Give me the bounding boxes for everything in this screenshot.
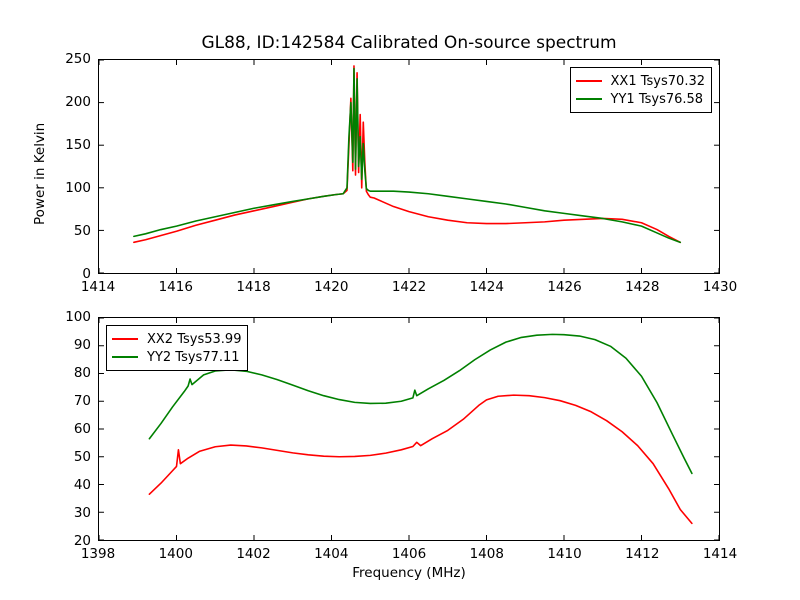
legend-color-swatch-red	[112, 338, 138, 340]
top-panel-axes: XX1 Tsys70.32 YY1 Tsys76.58	[98, 59, 720, 274]
bottom-x-tick-label: 1398	[80, 546, 116, 562]
legend-entry: XX2 Tsys53.99	[112, 330, 241, 348]
top-x-tick-label: 1414	[80, 279, 116, 295]
bottom-x-tick-label: 1404	[314, 546, 349, 562]
data-series-line	[148, 394, 693, 525]
bottom-y-tick-label: 60	[73, 421, 91, 437]
top-panel-legend: XX1 Tsys70.32 YY1 Tsys76.58	[569, 67, 712, 113]
top-y-tick-label: 200	[65, 94, 91, 110]
top-panel-plot-area	[99, 60, 719, 273]
bottom-y-tick-label: 90	[73, 337, 91, 353]
data-series-line	[148, 333, 693, 475]
bottom-y-tick-label: 70	[73, 393, 91, 409]
bottom-y-tick-label: 30	[73, 505, 91, 521]
legend-label: YY1 Tsys76.58	[610, 91, 704, 107]
top-x-tick-label: 1428	[625, 279, 660, 295]
bottom-x-tick-label: 1408	[469, 546, 504, 562]
bottom-x-tick-label: 1402	[236, 546, 271, 562]
legend-entry: YY2 Tsys77.11	[112, 348, 241, 366]
top-panel-y-axis-label: Power in Kelvin	[32, 122, 48, 225]
top-y-tick-label: 0	[82, 266, 91, 282]
figure-title: GL88, ID:142584 Calibrated On-source spe…	[201, 33, 617, 53]
bottom-x-tick-label: 1412	[625, 546, 660, 562]
bottom-x-tick-label: 1406	[391, 546, 427, 562]
legend-label: XX2 Tsys53.99	[147, 331, 242, 347]
bottom-panel-x-axis-label: Frequency (MHz)	[352, 565, 466, 581]
top-y-tick-label: 250	[65, 51, 91, 67]
top-x-tick-label: 1420	[314, 279, 349, 295]
bottom-panel-axes: XX2 Tsys53.99 YY2 Tsys77.11	[98, 317, 720, 541]
legend-color-swatch-green	[575, 98, 602, 100]
top-y-tick-label: 50	[73, 223, 91, 239]
bottom-y-tick-label: 20	[73, 533, 91, 549]
bottom-y-tick-label: 80	[73, 365, 91, 381]
top-x-tick-label: 1416	[158, 279, 193, 295]
data-series-line	[133, 67, 682, 244]
bottom-y-tick-label: 40	[73, 477, 91, 493]
bottom-panel-plot-area	[99, 318, 719, 540]
legend-entry: YY1 Tsys76.58	[575, 90, 705, 108]
legend-entry: XX1 Tsys70.32	[575, 72, 705, 90]
bottom-y-tick-label: 50	[73, 449, 91, 465]
top-y-tick-label: 100	[65, 180, 91, 196]
bottom-x-tick-label: 1414	[702, 546, 738, 562]
top-x-tick-label: 1426	[547, 279, 582, 295]
legend-label: YY2 Tsys77.11	[147, 349, 240, 365]
legend-color-swatch-green	[112, 356, 138, 358]
bottom-y-tick-label: 100	[65, 309, 91, 325]
top-x-tick-label: 1422	[391, 279, 427, 295]
bottom-panel-legend: XX2 Tsys53.99 YY2 Tsys77.11	[106, 325, 249, 371]
top-x-tick-label: 1418	[236, 279, 271, 295]
bottom-x-tick-label: 1400	[158, 546, 193, 562]
bottom-x-tick-label: 1410	[547, 546, 582, 562]
top-x-tick-label: 1424	[469, 279, 504, 295]
legend-color-swatch-red	[575, 80, 602, 82]
top-y-tick-label: 150	[65, 137, 91, 153]
top-x-tick-label: 1430	[702, 279, 738, 295]
legend-label: XX1 Tsys70.32	[610, 73, 705, 89]
